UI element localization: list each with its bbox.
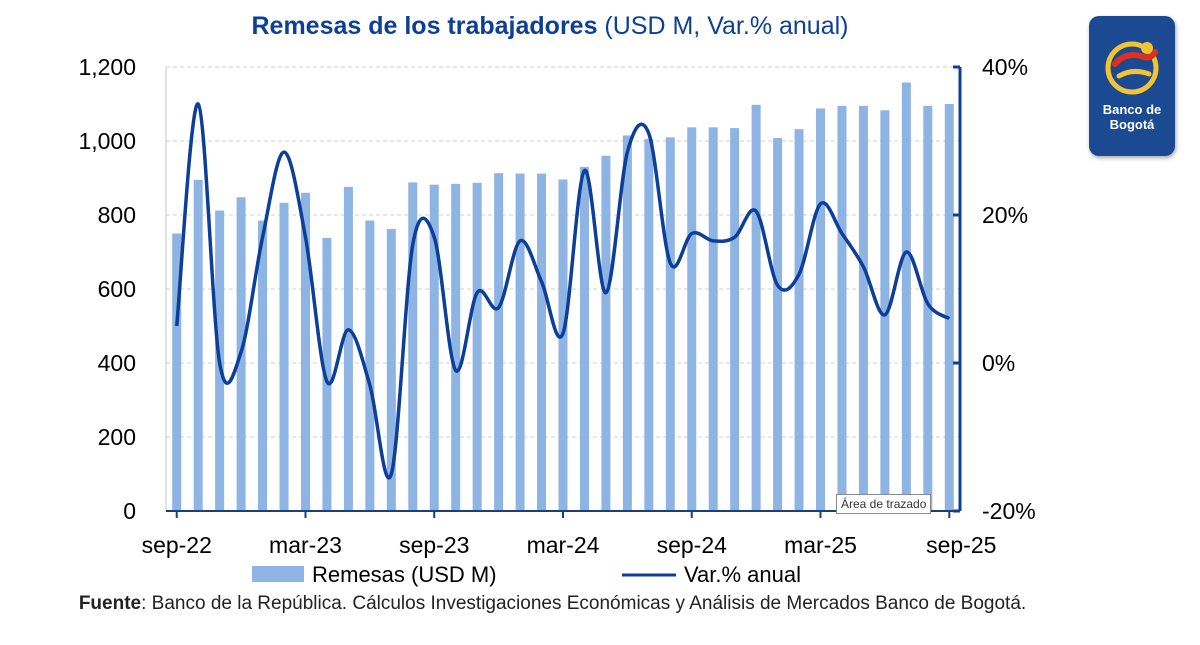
bar-abr-23 bbox=[322, 237, 332, 511]
bank-logo-text-line1: Banco de bbox=[1102, 102, 1162, 117]
bar-mar-24 bbox=[558, 179, 568, 512]
line-var-anual bbox=[174, 102, 951, 480]
legend-swatch-remesas bbox=[252, 566, 304, 582]
chart-title-main: Remesas de los trabajadores bbox=[251, 12, 598, 40]
left-tick-label-2: 400 bbox=[98, 350, 136, 376]
line-series-var-anual bbox=[174, 102, 951, 480]
bar-nov-24 bbox=[730, 128, 740, 512]
bank-logo: Banco de Bogotá bbox=[1089, 16, 1175, 156]
legend: Remesas (USD M) Var.% anual bbox=[252, 562, 801, 587]
x-tick-label-6: sep-25 bbox=[926, 532, 996, 558]
x-axis-ticks: sep-22 mar-23 sep-23 mar-24 sep-24 mar-25 sep-… bbox=[142, 511, 996, 558]
left-tick-label-6: 1,200 bbox=[78, 54, 136, 80]
left-tick-label-1: 200 bbox=[98, 424, 136, 450]
right-tick-label-3: 40% bbox=[982, 54, 1028, 80]
bar-ene-24 bbox=[515, 173, 525, 511]
left-tick-label-3: 600 bbox=[98, 276, 136, 302]
bar-jun-24 bbox=[622, 135, 632, 511]
left-axis-ticks: 0 200 400 600 800 1,000 1,200 bbox=[78, 54, 136, 524]
chart-title-units: (USD M, Var.% anual) bbox=[597, 12, 849, 40]
x-tick-label-0: sep-22 bbox=[142, 532, 212, 558]
bar-feb-24 bbox=[537, 173, 547, 511]
right-tick-label-0: -20% bbox=[982, 498, 1036, 524]
bar-may-23 bbox=[343, 186, 353, 511]
bar-ago-24 bbox=[665, 137, 675, 512]
legend-label-var-anual: Var.% anual bbox=[684, 562, 801, 587]
bar-abr-24 bbox=[579, 166, 589, 511]
chart-title: Remesas de los trabajadores (USD M, Var.… bbox=[0, 12, 1100, 41]
source-text: : Banco de la República. Cálculos Invest… bbox=[141, 593, 1027, 614]
bar-nov-23 bbox=[472, 182, 482, 511]
bar-ago-25 bbox=[923, 105, 933, 511]
left-tick-label-5: 1,000 bbox=[78, 128, 136, 154]
bar-sep-25 bbox=[944, 104, 954, 511]
legend-label-remesas: Remesas (USD M) bbox=[312, 562, 497, 587]
left-tick-label-4: 800 bbox=[98, 202, 136, 228]
bar-sep-22 bbox=[172, 233, 182, 511]
bar-dic-23 bbox=[494, 173, 504, 511]
bar-may-25 bbox=[858, 105, 868, 511]
bar-jul-25 bbox=[901, 82, 911, 511]
bar-jul-24 bbox=[644, 139, 654, 511]
bar-mar-25 bbox=[816, 108, 826, 511]
bar-jun-23 bbox=[365, 220, 375, 512]
source-note: Fuente: Banco de la República. Cálculos … bbox=[30, 592, 1075, 615]
right-tick-label-2: 20% bbox=[982, 202, 1028, 228]
bar-oct-22 bbox=[193, 179, 203, 511]
bar-abr-25 bbox=[837, 105, 847, 511]
bar-sep-23 bbox=[429, 184, 439, 511]
x-tick-label-1: mar-23 bbox=[269, 532, 342, 558]
x-tick-label-5: mar-25 bbox=[784, 532, 857, 558]
bar-oct-23 bbox=[451, 183, 461, 512]
bar-oct-24 bbox=[708, 127, 718, 511]
source-label: Fuente bbox=[78, 593, 142, 614]
gridlines bbox=[166, 66, 960, 438]
x-tick-label-3: mar-24 bbox=[527, 532, 600, 558]
x-tick-label-2: sep-23 bbox=[399, 532, 469, 558]
bar-jul-23 bbox=[386, 229, 396, 511]
bar-ene-25 bbox=[773, 138, 783, 512]
bar-ago-23 bbox=[408, 182, 418, 511]
bar-jun-25 bbox=[880, 110, 890, 511]
bar-feb-23 bbox=[279, 202, 289, 512]
bar-series-remesas bbox=[172, 82, 954, 512]
right-tick-label-1: 0% bbox=[982, 350, 1015, 376]
x-tick-label-4: sep-24 bbox=[657, 532, 728, 558]
bank-logo-emblem-icon bbox=[1105, 41, 1159, 95]
bar-feb-25 bbox=[794, 129, 804, 511]
right-axis-ticks: -20% 0% 20% 40% bbox=[982, 54, 1036, 524]
bar-may-24 bbox=[601, 155, 611, 512]
plot-area-tooltip: Área de trazado bbox=[836, 494, 932, 514]
bar-mar-23 bbox=[300, 192, 310, 512]
bar-sep-24 bbox=[687, 127, 697, 511]
bar-dic-24 bbox=[751, 104, 761, 512]
bank-logo-text: Banco de Bogotá bbox=[1089, 102, 1175, 132]
bar-ene-23 bbox=[258, 220, 268, 512]
left-tick-label-0: 0 bbox=[123, 498, 136, 524]
bank-logo-text-line2: Bogotá bbox=[1109, 117, 1155, 132]
